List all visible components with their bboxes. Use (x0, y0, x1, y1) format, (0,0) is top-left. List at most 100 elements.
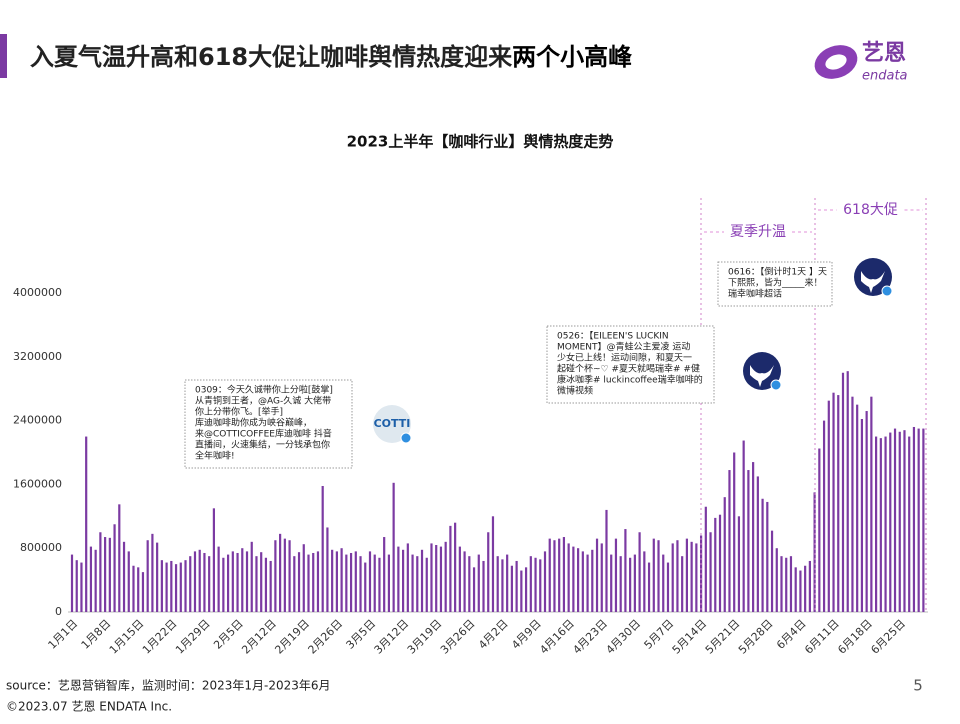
title-part: 入夏气温升高和618大促让咖啡舆情热度迎来 (30, 43, 513, 71)
bar (832, 392, 835, 612)
bar (288, 540, 291, 612)
bar (463, 551, 466, 612)
icon-deer (861, 271, 885, 293)
bar (99, 532, 102, 612)
x-tick-label: 4月2日 (476, 617, 511, 652)
logo: 艺恩 endata (814, 40, 908, 84)
bar (704, 506, 707, 612)
bar (222, 557, 225, 612)
bar (368, 551, 372, 612)
bar (619, 556, 622, 612)
title-part: 两个小高峰 (512, 43, 632, 71)
bar (269, 560, 272, 612)
callout-text: 起碰个杯~♡ #夏天就喝瑞幸# #健 (557, 363, 700, 375)
bar (657, 540, 660, 612)
bar (804, 565, 807, 612)
bar (572, 546, 575, 612)
bar (312, 552, 315, 612)
bar (302, 544, 305, 612)
bar (345, 554, 348, 612)
bar (856, 404, 859, 612)
bar (160, 560, 163, 612)
y-tick-label: 800000 (20, 541, 62, 554)
band-label: 夏季升温 (730, 224, 786, 240)
y-tick-label: 1600000 (13, 477, 62, 490)
bar (539, 559, 542, 612)
bar (118, 504, 121, 612)
bar (122, 541, 126, 612)
y-tick-label: 4000000 (13, 286, 62, 299)
bar (681, 556, 684, 612)
bar (373, 554, 376, 612)
x-tick-label: 4月23日 (570, 617, 610, 657)
bar (75, 560, 78, 612)
bar (420, 549, 424, 612)
bar (629, 557, 632, 612)
bar (789, 556, 793, 612)
x-tick-label: 6月18日 (835, 617, 875, 657)
bar (113, 524, 116, 612)
bar (156, 542, 159, 612)
bar (761, 498, 764, 612)
logo-text: endata (862, 69, 908, 84)
bar (770, 530, 774, 612)
bar (666, 562, 670, 612)
accent-bar (0, 34, 7, 78)
bar (80, 562, 83, 612)
bar (808, 560, 811, 612)
x-tick-label: 6月11日 (802, 617, 842, 657)
bar (198, 549, 201, 612)
bar (151, 533, 154, 612)
bar (922, 428, 925, 612)
bar (212, 508, 215, 612)
bar (331, 549, 334, 612)
bar (189, 556, 192, 612)
callout-text: 0526：【EILEEN'S LUCKIN (557, 331, 669, 342)
bar (752, 462, 755, 612)
bar (85, 436, 88, 612)
bar (884, 436, 887, 612)
bar (912, 426, 916, 612)
x-tick-label: 1月1日 (46, 617, 81, 652)
bar (524, 567, 528, 612)
bar (354, 551, 357, 612)
icon (373, 405, 411, 443)
x-tick-label: 2月12日 (239, 617, 279, 657)
bar (813, 492, 816, 612)
bar (127, 551, 130, 612)
bar (236, 552, 239, 612)
bar (624, 529, 627, 612)
bar (586, 554, 589, 612)
callout-text: 微博视频 (557, 385, 593, 397)
bar (283, 538, 286, 612)
callout-text: 下熙熙，皆为_____来！ (728, 277, 823, 289)
bar (104, 537, 107, 612)
bar (439, 546, 443, 612)
bar (226, 554, 230, 612)
bar (89, 546, 93, 612)
bar (449, 525, 452, 612)
bar (297, 552, 301, 612)
bar (170, 560, 173, 612)
bar (671, 543, 674, 612)
bar (70, 554, 74, 612)
bar (591, 549, 594, 612)
bar (482, 560, 485, 612)
band-label: 618大促 (843, 202, 898, 218)
bar (794, 567, 797, 612)
bar (515, 560, 518, 612)
bar (742, 440, 745, 612)
x-tick-label: 2月26日 (306, 617, 346, 657)
bar (529, 556, 532, 612)
bar (766, 501, 769, 612)
callout-text: 0309：今天久诚带你上分啦[鼓掌] (195, 384, 333, 396)
icon (743, 352, 781, 390)
bar (335, 551, 338, 612)
bar (217, 546, 220, 612)
bar (595, 538, 599, 612)
logo-text: 艺恩 (862, 40, 906, 66)
bar (174, 564, 178, 612)
bar (260, 552, 263, 612)
bar (898, 431, 901, 612)
bar (879, 438, 882, 612)
